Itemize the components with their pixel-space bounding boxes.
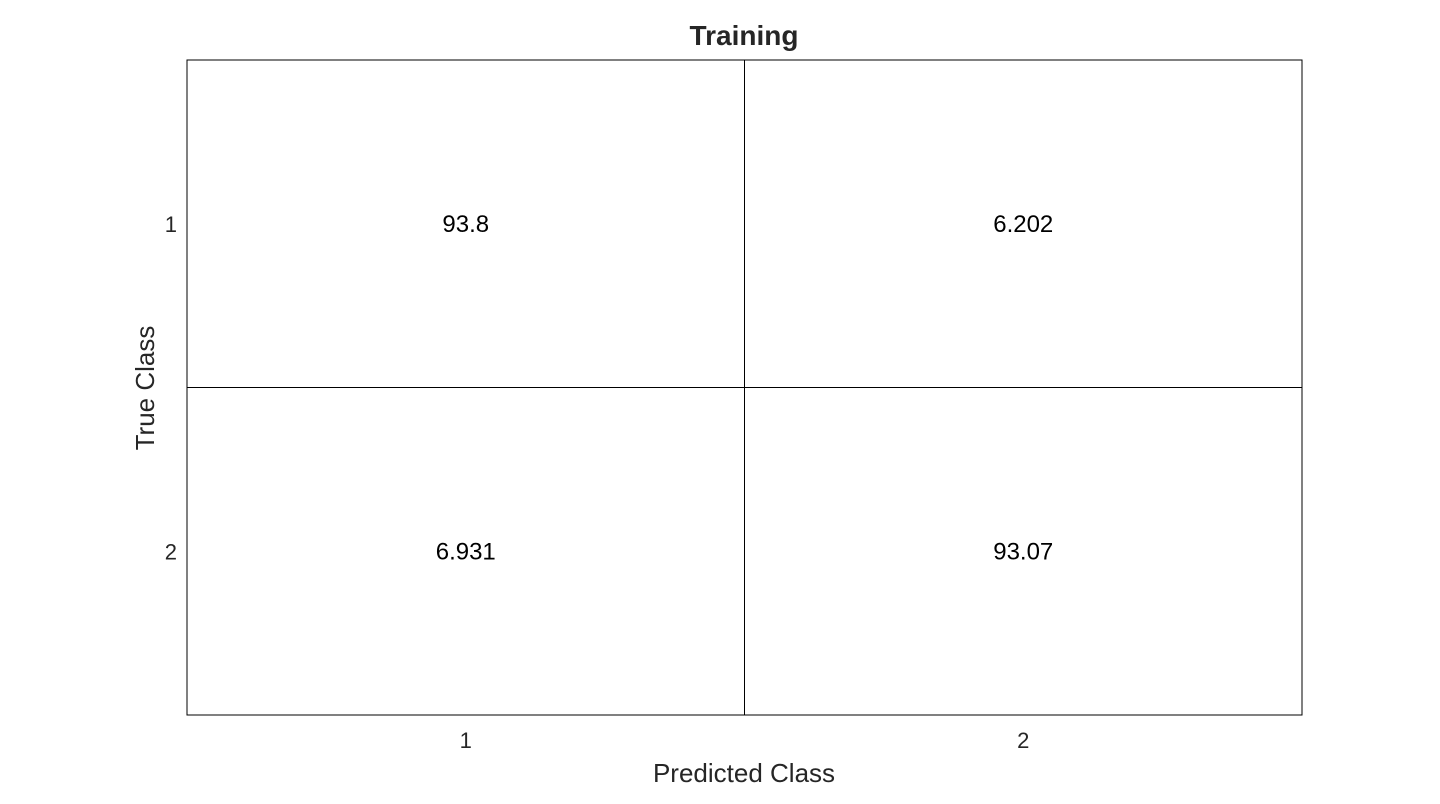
x-tick-label-2: 2 xyxy=(1017,728,1029,753)
matrix-grid xyxy=(186,59,1303,716)
chart-title: Training xyxy=(690,20,799,51)
cell-value-r1-c2: 6.202 xyxy=(993,211,1053,238)
matrix-cell-r2-c2 xyxy=(744,387,1302,715)
cell-value-r1-c1: 93.8 xyxy=(442,211,489,238)
x-tick-label-1: 1 xyxy=(460,728,472,753)
y-tick-labels: 12 xyxy=(165,212,177,565)
matrix-cell-r2-c1 xyxy=(187,387,745,715)
y-tick-label-2: 2 xyxy=(165,539,177,564)
cell-value-r2-c1: 6.931 xyxy=(436,538,496,565)
matrix-cell-r1-c2 xyxy=(744,60,1302,388)
matrix-cells xyxy=(187,60,1302,715)
matrix-cell-r1-c1 xyxy=(187,60,745,388)
cell-value-labels: 93.8 6.202 6.931 93.07 xyxy=(436,211,1054,566)
x-axis-label: Predicted Class xyxy=(653,758,835,788)
y-tick-label-1: 1 xyxy=(165,212,177,237)
cell-value-r2-c2: 93.07 xyxy=(993,538,1053,565)
y-axis-label: True Class xyxy=(130,326,160,451)
